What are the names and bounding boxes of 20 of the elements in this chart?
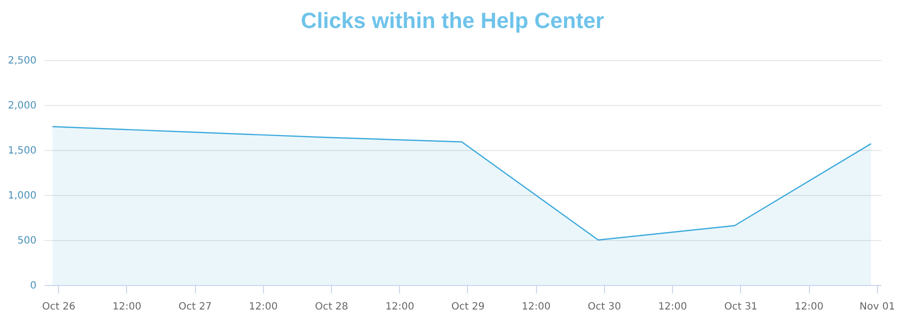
chart-title: Clicks within the Help Center	[300, 8, 605, 33]
y-tick-label: 0	[30, 280, 36, 292]
x-tick-label: 12:00	[112, 302, 142, 312]
x-tick-label: Oct 31	[724, 302, 758, 312]
y-tick-label: 2,000	[8, 100, 36, 112]
y-tick-label: 1,500	[8, 146, 36, 156]
x-tick-label: Oct 26	[42, 302, 76, 312]
y-tick-label: 2,500	[8, 56, 36, 66]
x-tick-label: Oct 27	[178, 302, 212, 312]
x-tick-label: 12:00	[794, 302, 824, 312]
x-tick-label: 12:00	[248, 302, 278, 312]
x-tick-label: 12:00	[522, 302, 551, 312]
x-tick-label: 12:00	[658, 302, 688, 312]
y-tick-label: 1,000	[8, 190, 36, 202]
x-tick-label: Nov 01	[860, 302, 895, 312]
x-tick-label: Oct 29	[451, 302, 485, 312]
y-tick-label: 500	[17, 236, 36, 246]
x-tick-label: Oct 30	[588, 302, 621, 312]
x-tick-label: 12:00	[385, 302, 414, 312]
x-tick-label: Oct 28	[314, 302, 348, 312]
